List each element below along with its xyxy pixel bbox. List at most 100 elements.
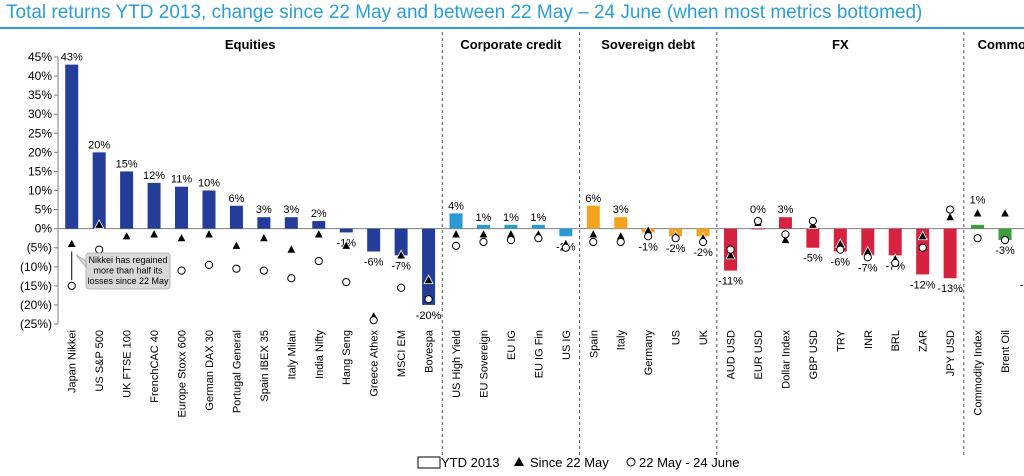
data-label-copper: -12%: [1020, 279, 1024, 291]
bar-german-dax-30: [202, 190, 216, 229]
category-label-german-dax-30: German DAX 30: [204, 330, 216, 411]
chart-title: Total returns YTD 2013, change since 22 …: [6, 2, 923, 23]
category-label-eu-sovereign: EU Sovereign: [478, 330, 490, 398]
category-label-dollar-index: Dollar Index: [780, 330, 792, 389]
category-label-hang-seng: Hang Seng: [341, 330, 353, 385]
data-label-italy: 3%: [613, 204, 629, 216]
data-label-jpy-usd: -13%: [937, 283, 963, 295]
marker-since-europe-stoxx-600: [176, 232, 187, 243]
annotation-pointer: [75, 254, 87, 269]
bar-spain: [586, 205, 600, 229]
group-headers: Equities Corporate credit Sovereign debt FX…: [225, 37, 1024, 52]
y-tick-label: 20%: [28, 145, 52, 159]
marker-since-brent-oil: [999, 207, 1011, 218]
category-label-italy-milan: Italy Milan: [286, 330, 298, 380]
data-label-commodity-index: 1%: [970, 194, 986, 206]
marker-window-bovespa: [424, 295, 433, 304]
bar-japan-nikkei: [65, 64, 79, 229]
marker-window-portugal-general: [232, 264, 241, 273]
data-label-dollar-index: 3%: [777, 204, 793, 216]
group-header-equities: Equities: [225, 37, 276, 52]
group-header-commodities: Commodities: [978, 37, 1024, 52]
bar-brent-oil: [998, 228, 1012, 241]
bar-eu-ig-fin: [531, 224, 545, 229]
marker-window-italy: [616, 237, 625, 247]
legend-marker-since: [514, 457, 524, 466]
marker-window-inr: [863, 253, 872, 262]
marker-window-greece-athex: [369, 316, 378, 325]
marker-window-commodity-index: [973, 234, 982, 243]
data-label-eu-ig-fin: 1%: [530, 212, 546, 224]
category-label-aud-usd: AUD USD: [726, 330, 738, 380]
marker-since-us-s-p-500: [94, 218, 105, 229]
data-label-germany: -1%: [638, 241, 658, 253]
marker-window-dollar-index: [781, 230, 790, 239]
marker-since-japan-nikkei: [66, 238, 77, 248]
bar-eur-usd: [751, 228, 765, 230]
data-label-zar: -12%: [910, 279, 936, 291]
category-label-portugal-general: Portugal General: [231, 330, 243, 413]
data-label-us-high-yield: 4%: [448, 200, 464, 212]
legend: YTD 2013 Since 22 May 22 May - 24 June: [417, 455, 739, 470]
bar-us-s-p-500: [92, 152, 106, 229]
bar-inr: [861, 228, 875, 256]
marker-window-eu-ig-fin: [534, 234, 543, 243]
marker-window-uk: [698, 237, 708, 247]
category-label-eur-usd: EUR USD: [753, 330, 765, 380]
data-label-uk-ftse-100: 15%: [116, 158, 138, 170]
data-label-spain: 6%: [585, 193, 601, 205]
markers: [66, 205, 1011, 325]
marker-window-us-high-yield: [451, 241, 461, 250]
bar-spain-ibex-35: [257, 217, 271, 229]
category-label-bovespa: Bovespa: [424, 329, 436, 373]
marker-since-us-high-yield: [450, 228, 462, 239]
category-label-japan-nikkei: Japan Nikkei: [67, 330, 79, 393]
bar-commodity-index: [971, 224, 985, 229]
marker-since-eu-sovereign: [478, 228, 489, 239]
marker-since-aud-usd: [725, 249, 736, 260]
category-label-us-s-p-500: US S&P 500: [94, 330, 106, 392]
marker-window-jpy-usd: [946, 205, 955, 214]
data-label-portugal-general: 6%: [228, 193, 244, 205]
category-label-zar: ZAR: [918, 330, 930, 352]
category-label-uk-ftse-100: UK FTSE 100: [122, 330, 134, 398]
marker-window-us: [671, 234, 680, 243]
group-header-corporate-credit: Corporate credit: [460, 37, 562, 52]
y-tick-label: 10%: [28, 184, 52, 198]
annotation-layer: Nikkei has regained more than half its los…: [71, 251, 171, 290]
y-tick-label: (10%): [20, 260, 52, 274]
marker-window-germany: [644, 232, 653, 241]
marker-since-uk-ftse-100: [121, 230, 132, 241]
bar-us-high-yield: [449, 213, 463, 229]
category-label-msci-em: MSCI EM: [396, 330, 408, 377]
marker-since-german-dax-30: [203, 228, 215, 239]
bar-hang-seng: [339, 228, 353, 233]
marker-since-msci-em: [395, 249, 407, 260]
y-tick-label: (20%): [20, 298, 52, 312]
data-label-msci-em: -7%: [391, 260, 411, 272]
marker-window-gbp-usd: [808, 216, 817, 226]
data-label-inr: -7%: [858, 262, 878, 274]
marker-since-portugal-general: [231, 239, 242, 250]
title-rule: [0, 27, 1024, 29]
bar-us-ig: [559, 228, 573, 237]
data-label-aud-usd: -11%: [718, 276, 743, 288]
data-label-bovespa: -20%: [416, 310, 442, 322]
bar-brl: [888, 228, 902, 256]
category-label-us: US: [671, 330, 683, 345]
category-label-jpy-usd: JPY USD: [945, 330, 957, 376]
marker-since-india-nifty: [313, 228, 324, 239]
category-label-eu-ig-fin: EU IG Fin: [533, 330, 545, 378]
annotation-text: Nikkei has regained more than half its los…: [87, 255, 169, 286]
category-label-brent-oil: Brent Oil: [1000, 330, 1012, 373]
marker-since-hang-seng: [341, 239, 352, 250]
bar-dollar-index: [778, 217, 792, 229]
marker-window-us-ig: [561, 243, 570, 252]
bar-uk-ftse-100: [120, 171, 134, 229]
y-tick-label: 15%: [28, 164, 52, 178]
annotation-box: [85, 252, 171, 290]
category-label-us-ig: US IG: [561, 330, 573, 360]
marker-since-spain: [588, 228, 599, 239]
bar-eu-sovereign: [476, 224, 490, 229]
marker-window-spain-ibex-35: [259, 266, 268, 275]
